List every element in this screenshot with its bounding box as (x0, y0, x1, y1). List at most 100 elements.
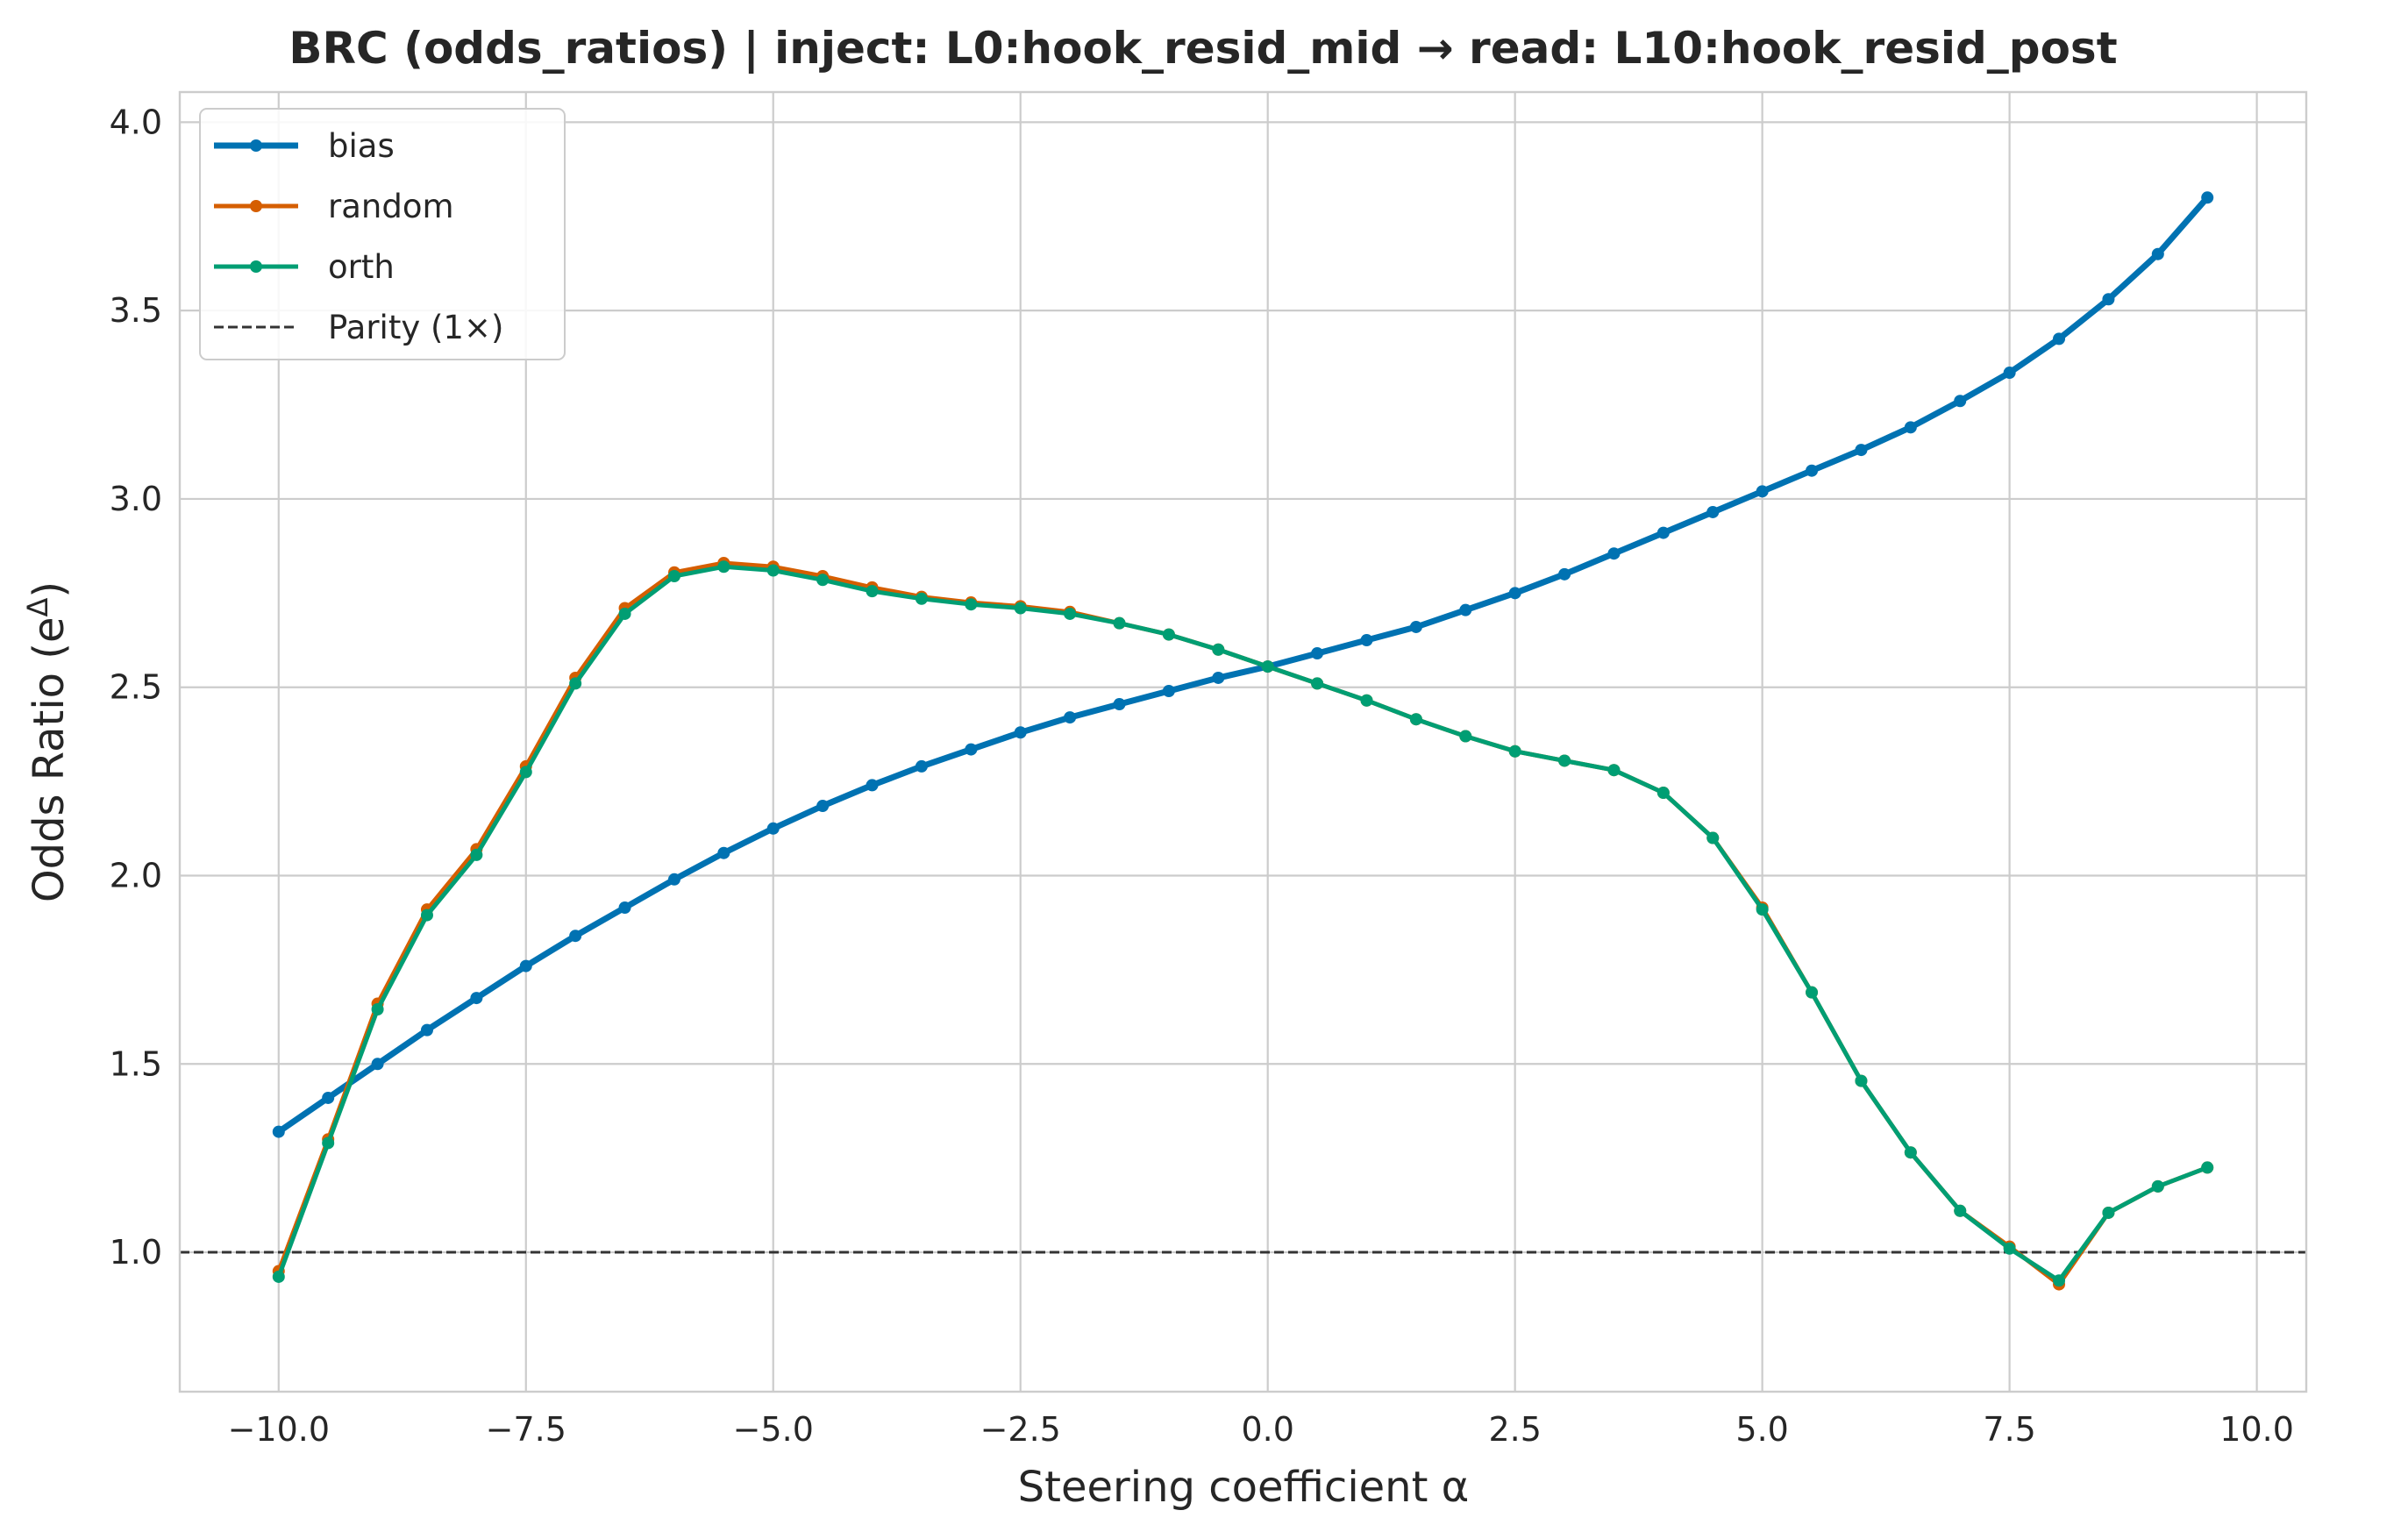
data-point-orth (1064, 607, 1077, 620)
data-point-orth (816, 574, 830, 587)
data-point-orth (569, 677, 582, 690)
series-bias (272, 191, 2214, 1138)
data-point-bias (569, 930, 582, 943)
y-axis-ticks: 1.0 1.5 2.0 2.5 3.0 3.5 4.0 (110, 103, 162, 1272)
y-axis-label: Odds Ratio (eΔ) (21, 581, 74, 902)
x-axis-ticks: −10.0 −7.5 −5.0 −2.5 0.0 2.5 5.0 7.5 10.0 (228, 1410, 2294, 1449)
data-point-orth (717, 560, 730, 574)
legend: bias random orth Parity (1×) (199, 108, 566, 360)
data-point-orth (1162, 628, 1175, 641)
data-point-orth (1508, 745, 1521, 758)
legend-marker (250, 260, 262, 273)
data-point-orth (1360, 694, 1373, 707)
data-point-orth (1113, 616, 1126, 630)
y-axis-label-superscript: Δ (21, 597, 54, 616)
data-point-bias (1904, 421, 1917, 434)
data-point-bias (1459, 603, 1472, 616)
legend-item-orth: orth (214, 248, 395, 286)
data-point-bias (2053, 332, 2066, 346)
x-tick-label: −2.5 (980, 1410, 1061, 1449)
data-point-bias (965, 743, 978, 756)
data-point-orth (1806, 986, 1819, 999)
data-point-bias (322, 1091, 335, 1104)
x-tick-label: 0.0 (1241, 1410, 1293, 1449)
y-tick-label: 2.5 (110, 668, 162, 707)
y-tick-label: 4.0 (110, 103, 162, 141)
data-point-bias (1558, 567, 1571, 581)
data-point-orth (1212, 643, 1225, 656)
legend-label: random (328, 188, 454, 225)
data-point-orth (2003, 1242, 2016, 1255)
data-point-orth (667, 569, 680, 582)
data-point-bias (1607, 547, 1621, 560)
x-tick-label: 10.0 (2219, 1410, 2294, 1449)
data-point-orth (2102, 1206, 2115, 1219)
data-point-orth (1954, 1204, 1967, 1217)
x-tick-label: −7.5 (486, 1410, 566, 1449)
data-point-bias (1212, 671, 1225, 684)
y-tick-label: 2.0 (110, 856, 162, 894)
data-point-bias (866, 779, 879, 792)
data-point-orth (1607, 764, 1621, 777)
data-point-orth (965, 598, 978, 611)
data-point-orth (866, 585, 879, 598)
data-point-orth (2201, 1161, 2214, 1174)
legend-item-parity: Parity (1×) (214, 309, 503, 346)
data-point-orth (1261, 660, 1274, 673)
data-point-bias (1855, 444, 1868, 457)
data-point-bias (1311, 647, 1324, 660)
data-point-orth (1014, 602, 1027, 615)
data-point-orth (1459, 730, 1472, 743)
data-point-orth (766, 564, 780, 577)
series-lines (272, 191, 2214, 1291)
data-point-orth (1656, 786, 1670, 799)
y-axis-label-main: Odds Ratio (e (25, 616, 74, 902)
legend-label: bias (328, 127, 395, 165)
legend-item-bias: bias (214, 127, 395, 165)
data-point-orth (618, 607, 631, 620)
data-point-orth (322, 1136, 335, 1150)
data-point-bias (1113, 698, 1126, 711)
data-point-bias (2003, 367, 2016, 380)
data-point-orth (519, 766, 532, 779)
series-line-orth (276, 564, 2210, 1283)
x-tick-label: 2.5 (1488, 1410, 1541, 1449)
data-point-orth (1756, 903, 1769, 916)
data-point-orth (1558, 754, 1571, 767)
data-point-orth (915, 592, 928, 605)
legend-marker (250, 139, 262, 152)
data-point-bias (2102, 293, 2115, 306)
legend-label: Parity (1×) (328, 309, 503, 346)
series-random (272, 556, 2214, 1291)
data-point-orth (1311, 677, 1324, 690)
data-point-bias (420, 1023, 433, 1037)
data-point-bias (766, 822, 780, 835)
y-axis-label-end: ) (25, 581, 74, 598)
data-point-bias (1806, 464, 1819, 477)
data-point-bias (915, 759, 928, 773)
x-tick-label: 5.0 (1735, 1410, 1788, 1449)
data-point-orth (1706, 831, 1720, 844)
data-point-orth (420, 908, 433, 922)
data-point-bias (1656, 526, 1670, 539)
data-point-bias (816, 800, 830, 813)
data-point-orth (1855, 1074, 1868, 1087)
data-point-bias (371, 1058, 384, 1071)
data-point-orth (1904, 1146, 1917, 1159)
data-point-bias (1706, 505, 1720, 518)
plot-frame (178, 90, 2308, 1393)
data-point-bias (1014, 726, 1027, 739)
data-point-bias (1360, 634, 1373, 647)
series-orth (272, 560, 2214, 1287)
y-tick-label: 1.0 (110, 1233, 162, 1272)
data-point-bias (717, 846, 730, 859)
legend-box (199, 108, 566, 360)
data-point-bias (667, 873, 680, 886)
data-point-orth (470, 848, 483, 861)
data-point-bias (519, 959, 532, 973)
legend-label: orth (328, 248, 395, 286)
data-point-bias (1064, 711, 1077, 724)
x-tick-label: −5.0 (733, 1410, 814, 1449)
y-tick-label: 3.0 (110, 480, 162, 518)
chart-title: BRC (odds_ratios) | inject: L0:hook_resi… (289, 23, 2117, 74)
